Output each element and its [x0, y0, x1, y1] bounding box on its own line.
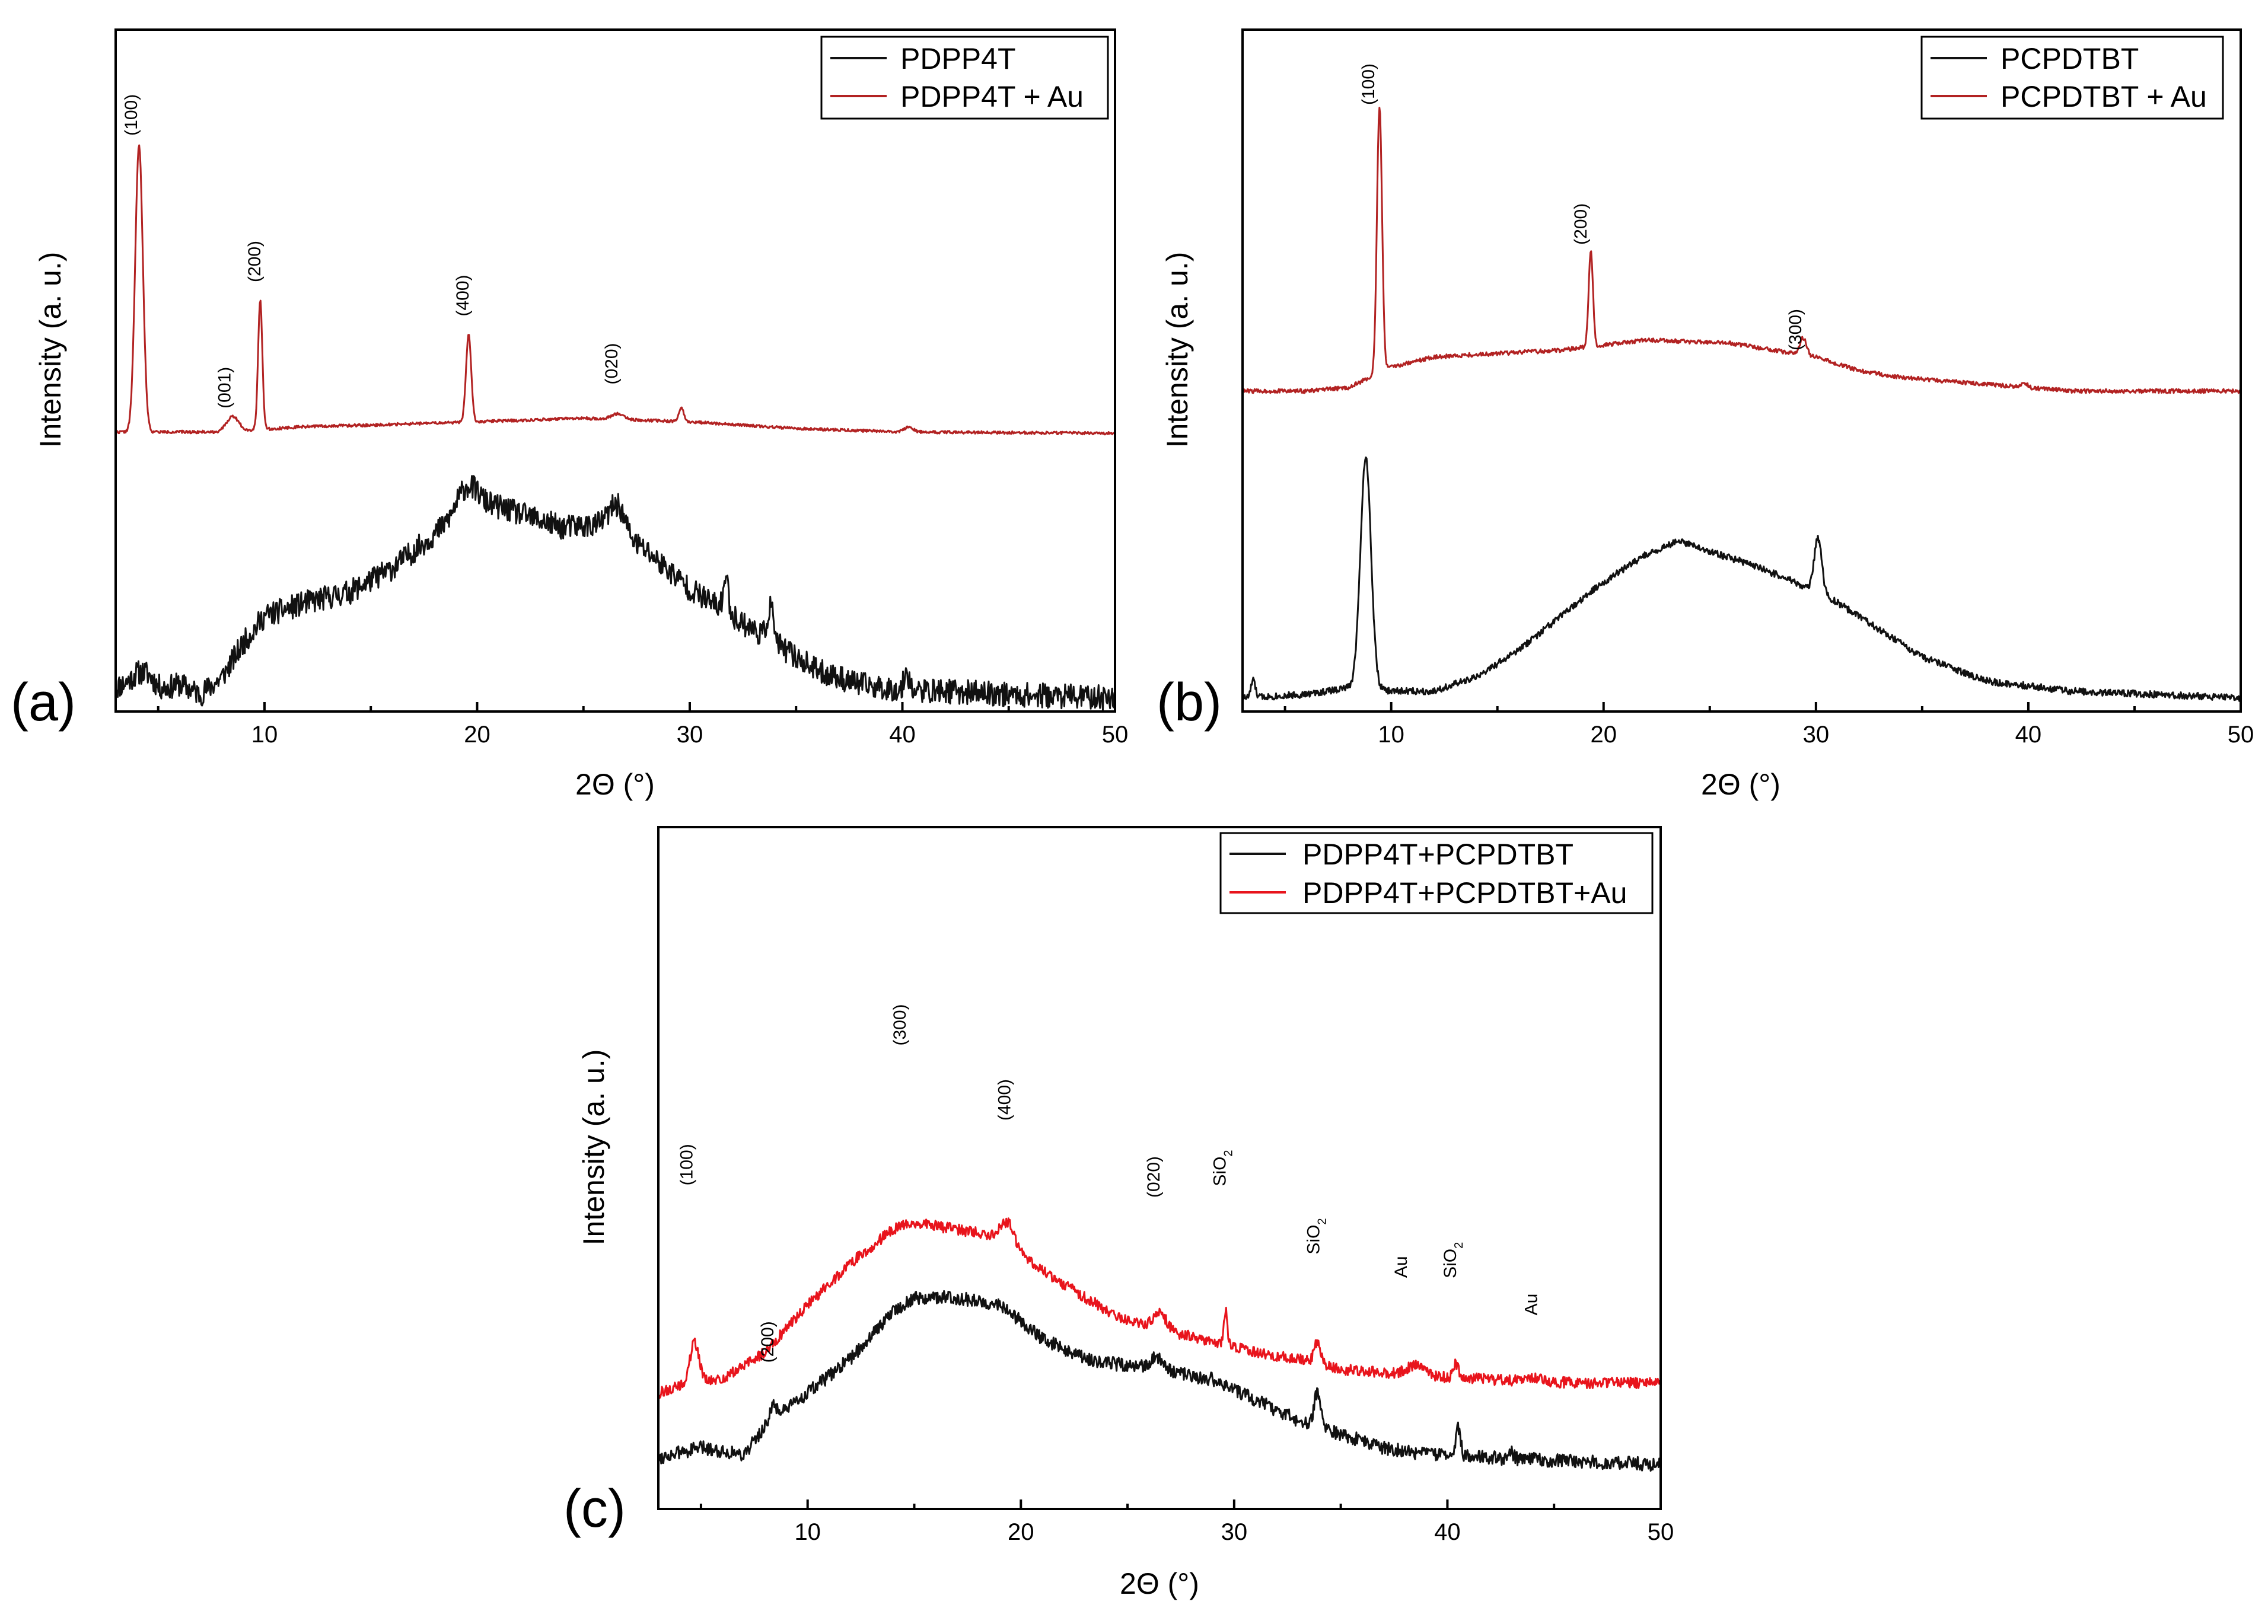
x-tick-label: 40 [1434, 1519, 1461, 1545]
x-ticks: 10 20 30 40 50 [699, 1499, 1674, 1545]
peak-label: (200) [1571, 203, 1591, 245]
x-tick-label: 30 [677, 722, 703, 748]
x-axis-title: 2Θ (°) [1701, 768, 1780, 801]
legend-entry: PDPP4T+PCPDTBT [1302, 838, 1573, 871]
panel-c: (c) Intensity (a. u.) 2Θ (°) 10 20 30 40 50 … [563, 826, 1674, 1600]
y-axis-title: Intensity (a. u.) [34, 252, 67, 448]
legend-entry: PCPDTBT + Au [2001, 80, 2207, 113]
panel-a: (a) Intensity (a. u.) 2Θ (°) 10 20 30 40 50 … [11, 28, 1129, 801]
peak-label-subscript: 2 [1452, 1242, 1466, 1249]
legend-entry: PCPDTBT [2001, 42, 2139, 75]
series-line [658, 1217, 1662, 1399]
x-axis-title: 2Θ (°) [1120, 1567, 1199, 1600]
y-axis-title: Intensity (a. u.) [1161, 252, 1194, 448]
legend-entry: PDPP4T+PCPDTBT+Au [1302, 876, 1627, 910]
peak-label: (300) [890, 1004, 910, 1045]
x-tick-label: 10 [1378, 722, 1404, 748]
data-series [1242, 107, 2242, 702]
peak-label: Au [1391, 1256, 1411, 1278]
legend: PDPP4T+PCPDTBT PDPP4T+PCPDTBT+Au [1219, 832, 1654, 914]
data-series [114, 144, 1116, 711]
series-line [115, 144, 1116, 436]
x-tick-label: 50 [1102, 722, 1129, 748]
x-tick-label: 10 [251, 722, 278, 748]
peak-label: (100) [122, 94, 141, 136]
x-ticks: 10 20 30 40 50 [1283, 702, 2254, 748]
data-series [658, 1217, 1662, 1472]
peak-annotations: (100) (200) (300) (400) (020) SiO2 SiO2 Au SiO2 A… [677, 1004, 1541, 1363]
peak-label: (001) [215, 367, 235, 409]
peak-label: (020) [602, 343, 622, 384]
x-tick-label: 40 [2015, 722, 2042, 748]
legend-box [1219, 832, 1654, 914]
peak-label: SiO2 [1304, 1218, 1329, 1254]
y-axis-title: Intensity (a. u.) [577, 1049, 610, 1246]
series-line [1242, 456, 2242, 702]
panel-b: (b) Intensity (a. u.) 2Θ (°) 10 20 30 40 50 … [1157, 28, 2254, 801]
x-axis-title: 2Θ (°) [575, 768, 655, 801]
peak-label: (400) [453, 275, 473, 316]
plot-frame [114, 28, 1116, 713]
x-tick-label: 10 [794, 1519, 821, 1545]
legend-box [1920, 36, 2224, 120]
x-tick-label: 50 [2228, 722, 2254, 748]
legend-entry: PDPP4T + Au [900, 80, 1084, 113]
x-tick-label: 50 [1648, 1519, 1674, 1545]
plot-frame [1241, 28, 2242, 713]
x-tick-label: 30 [1803, 722, 1830, 748]
x-tick-label: 20 [1008, 1519, 1034, 1545]
peak-annotations: (100) (001) (200) (400) (020) [122, 94, 622, 409]
plot-frame [657, 826, 1662, 1510]
x-ticks: 10 20 30 40 50 [157, 702, 1129, 748]
legend: PDPP4T PDPP4T + Au [820, 36, 1109, 120]
legend-entry: PDPP4T [900, 42, 1016, 75]
series-line [114, 475, 1116, 711]
peak-label: (100) [1359, 63, 1378, 105]
peak-label: SiO2 [1211, 1150, 1235, 1186]
legend-box [820, 36, 1109, 120]
x-tick-label: 20 [464, 722, 490, 748]
peak-label-subscript: 2 [1316, 1218, 1329, 1224]
peak-label: (200) [245, 241, 265, 282]
peak-label: (020) [1144, 1156, 1164, 1198]
peak-label: Au [1521, 1294, 1541, 1316]
panel-label: (a) [11, 673, 76, 732]
peak-label: (400) [995, 1079, 1014, 1121]
peak-label: (200) [758, 1321, 778, 1363]
peak-label: SiO2 [1441, 1242, 1466, 1278]
panel-label: (b) [1157, 673, 1222, 732]
panel-label: (c) [563, 1479, 626, 1539]
peak-annotations: (100) (200) (300) [1359, 63, 1805, 350]
legend: PCPDTBT PCPDTBT + Au [1920, 36, 2224, 120]
x-tick-label: 30 [1221, 1519, 1248, 1545]
x-tick-label: 40 [889, 722, 916, 748]
series-line [658, 1290, 1662, 1472]
series-line [1242, 107, 2242, 394]
peak-label: (100) [677, 1144, 697, 1185]
x-tick-label: 20 [1590, 722, 1617, 748]
peak-label-subscript: 2 [1222, 1150, 1235, 1156]
peak-label: (300) [1786, 309, 1805, 350]
